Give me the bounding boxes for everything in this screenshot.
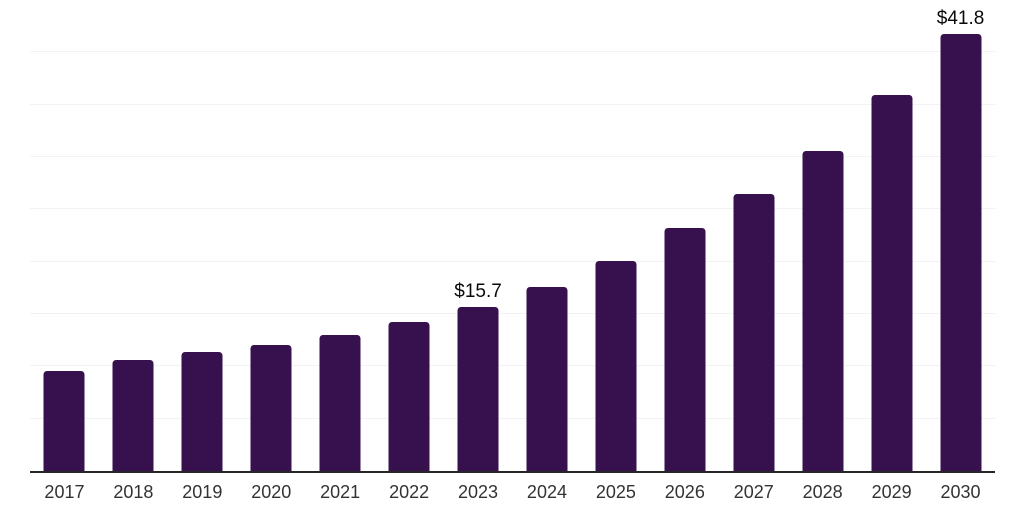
bar-2019 — [181, 351, 223, 471]
gridline — [30, 208, 995, 210]
bar-2017 — [43, 370, 85, 471]
x-tick-label-2024: 2024 — [526, 482, 567, 502]
bar-2024 — [526, 286, 568, 471]
bar-2022 — [388, 322, 430, 471]
x-tick-label-2030: 2030 — [940, 482, 981, 502]
x-tick-label-2025: 2025 — [595, 482, 636, 502]
gridline — [30, 103, 995, 105]
x-tick-label-2029: 2029 — [871, 482, 912, 502]
x-tick-label-2017: 2017 — [44, 482, 85, 502]
bar-value-label-2030: $41.8 — [936, 7, 985, 29]
gridline — [30, 365, 995, 367]
x-tick-label-2027: 2027 — [733, 482, 774, 502]
bar-value-label-2023: $15.7 — [454, 280, 502, 302]
plot-area: $15.7 $41.8 — [30, 0, 995, 473]
x-tick-label-2023: 2023 — [458, 482, 499, 502]
bar-2026 — [664, 228, 706, 471]
x-tick-label-2028: 2028 — [802, 482, 843, 502]
bar-2027 — [733, 193, 775, 471]
bar-2025 — [595, 260, 637, 471]
gridline — [30, 417, 995, 419]
bar-2028 — [802, 150, 844, 471]
bar-2020 — [250, 345, 292, 471]
bar-2030: $41.8 — [937, 9, 984, 471]
x-tick-label-2021: 2021 — [320, 482, 361, 502]
x-tick-label-2018: 2018 — [113, 482, 154, 502]
x-axis-labels: 2017 2018 2019 2020 2021 2022 2023 2024 2025 2026… — [30, 478, 995, 512]
gridline — [30, 313, 995, 315]
x-tick-label-2026: 2026 — [664, 482, 705, 502]
gridline — [30, 156, 995, 158]
x-tick-label-2022: 2022 — [389, 482, 430, 502]
bar-2029 — [871, 95, 913, 471]
gridline — [30, 51, 995, 53]
gridline — [30, 260, 995, 262]
bar-2018 — [112, 360, 154, 471]
bar-2023: $15.7 — [454, 282, 502, 471]
bar-2021 — [319, 334, 361, 471]
x-tick-label-2020: 2020 — [251, 482, 292, 502]
x-tick-label-2019: 2019 — [182, 482, 223, 502]
